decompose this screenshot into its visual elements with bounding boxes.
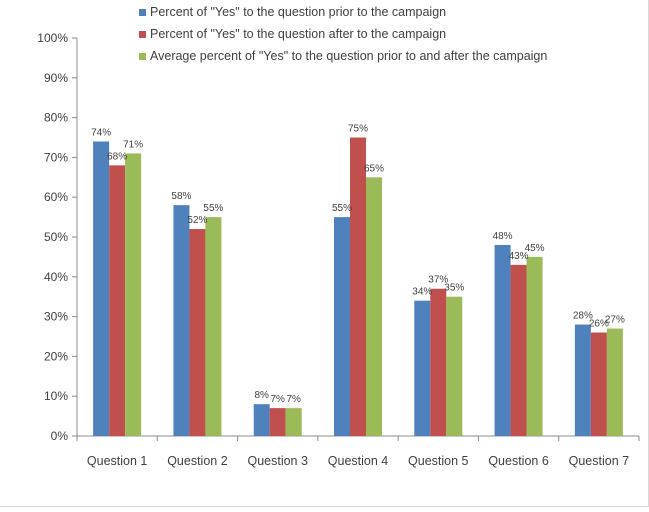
data-label: 74% [91,127,111,138]
data-label: 75% [348,124,368,135]
data-label: 27% [605,315,625,326]
data-label: 28% [573,311,593,322]
bar [269,408,286,436]
bar [173,205,190,436]
bar [334,217,350,436]
x-tick-label: Question 1 [87,454,148,468]
bar [494,244,511,436]
data-label: 7% [286,394,301,405]
x-tick-label: Question 2 [167,454,228,468]
data-label: 45% [525,243,545,254]
bar [253,404,270,436]
y-axis: 0% 10% 20% 30% 40% 50% 60% 70% 80% 90% 100% [37,31,78,443]
legend-swatch [139,53,146,60]
bar [109,165,126,437]
y-tick-label: 90% [44,71,68,85]
bar [574,324,591,436]
bar [285,408,302,436]
bar [205,217,222,436]
y-tick-label: 30% [44,310,68,324]
data-label: 37% [428,275,448,286]
y-tick-label: 0% [51,429,69,443]
data-label: 43% [509,251,529,262]
x-tick-label: Question 6 [488,454,549,468]
x-axis: Question 1 Question 2 Question 3 Question 4… [76,435,640,468]
bar [526,256,543,436]
data-label: 48% [493,231,513,242]
bar [430,288,447,436]
data-label: 52% [187,215,207,226]
y-tick-label: 40% [44,270,68,284]
y-tick-label: 100% [37,31,68,45]
bar [366,177,382,437]
data-label: 68% [107,151,127,162]
bars [93,137,623,437]
y-tick-label: 50% [44,230,68,244]
data-label: 58% [171,191,191,202]
bar [189,229,206,436]
x-tick-label: Question 7 [569,454,630,468]
legend-label: Average percent of "Yes" to the question… [150,49,547,63]
x-tick-label: Question 3 [247,454,308,468]
data-labels: 74% 58% 8% 55% 34% 48% 28% 68% 52% 7% 75% 37% 43% 26%… [91,124,625,406]
data-label: 55% [332,203,352,214]
legend-swatch [139,9,146,16]
data-label: 26% [589,319,609,330]
data-label: 35% [444,283,464,294]
bar [93,141,110,437]
x-tick-label: Question 5 [408,454,469,468]
legend-label: Percent of "Yes" to the question prior t… [150,5,446,19]
y-tick-label: 10% [44,389,68,403]
bar [125,153,142,437]
y-tick-label: 20% [44,349,68,363]
data-label: 55% [203,203,223,214]
legend-label: Percent of "Yes" to the question after t… [150,27,446,41]
data-label: 71% [123,139,143,150]
y-tick-label: 60% [44,190,68,204]
y-tick-label: 80% [44,111,68,125]
bar [446,296,463,436]
data-label: 34% [412,287,432,298]
data-label: 65% [364,163,384,174]
bar [590,332,607,436]
bar [414,300,431,436]
y-tick-label: 70% [44,150,68,164]
data-label: 8% [254,390,269,401]
x-tick-label: Question 4 [328,454,389,468]
legend: Percent of "Yes" to the question prior t… [139,5,547,63]
data-label: 7% [270,394,285,405]
legend-swatch [139,31,146,38]
bar [510,264,527,436]
bar [606,328,623,436]
bar [350,137,366,436]
